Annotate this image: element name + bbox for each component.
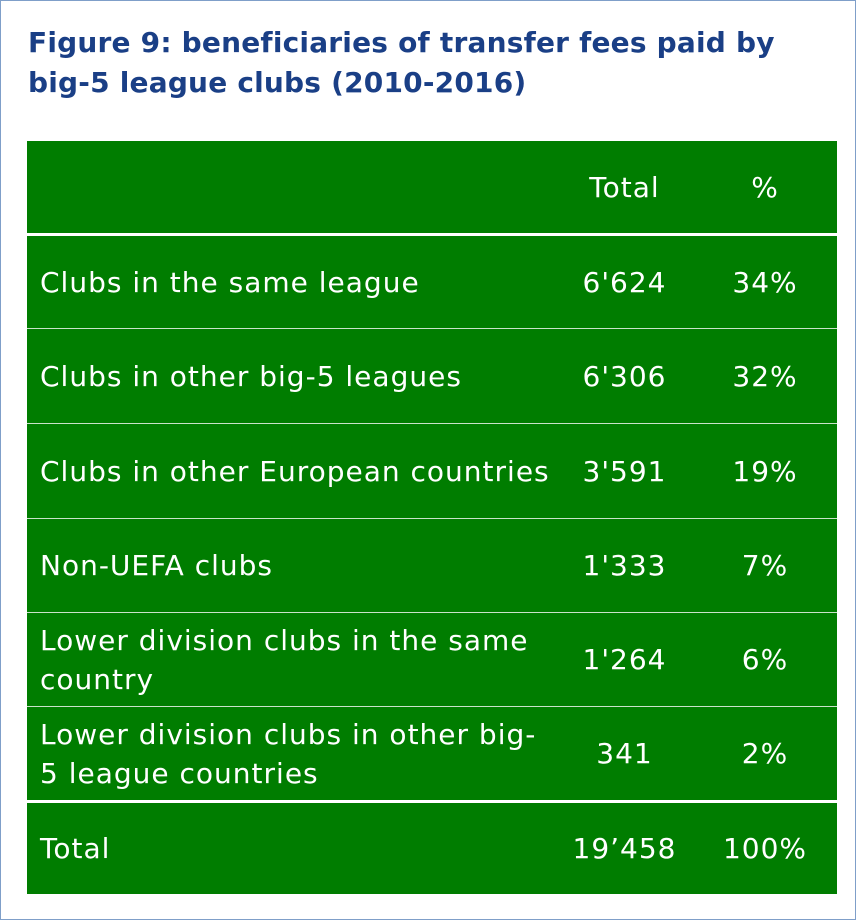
row-percent: 32% (732, 359, 798, 393)
row-label: Lower division clubs in the same country (40, 623, 529, 696)
table-row: Clubs in other European countries 3'591 … (27, 424, 837, 518)
row-total: 1'333 (582, 549, 667, 582)
row-total: 6'624 (582, 265, 667, 299)
header-divider (27, 233, 837, 236)
row-percent: 34% (732, 265, 798, 299)
total-value: 19’458 (572, 832, 677, 865)
table-row: Lower division clubs in other big-5 leag… (27, 707, 837, 800)
header-total: Total (589, 170, 660, 204)
row-total: 1'264 (582, 643, 667, 676)
table-row: Clubs in the same league 6'624 34% (27, 236, 837, 328)
table-row: Clubs in other big-5 leagues 6'306 32% (27, 329, 837, 423)
row-label: Clubs in the same league (40, 265, 420, 299)
row-percent: 2% (741, 737, 789, 770)
data-table: Total % Clubs in the same league 6'624 3… (27, 141, 837, 894)
row-divider (27, 612, 837, 613)
table-row: Lower division clubs in the same country… (27, 613, 837, 706)
total-percent: 100% (722, 832, 808, 865)
row-divider (27, 706, 837, 707)
row-label: Clubs in other big-5 leagues (40, 359, 462, 393)
row-total: 341 (596, 737, 653, 770)
header-label-cell (40, 141, 550, 233)
row-percent: 7% (741, 549, 789, 582)
figure-title: Figure 9: beneficiaries of transfer fees… (28, 26, 775, 99)
row-label: Non-UEFA clubs (40, 549, 273, 582)
row-percent: 19% (732, 454, 798, 488)
row-label: Lower division clubs in other big-5 leag… (40, 717, 537, 790)
table-row: Non-UEFA clubs 1'333 7% (27, 519, 837, 612)
header-percent: % (751, 170, 779, 204)
row-divider (27, 328, 837, 329)
table-total-row: Total 19’458 100% (27, 803, 837, 894)
row-percent: 6% (741, 643, 789, 676)
row-total: 6'306 (582, 359, 667, 393)
row-label: Clubs in other European countries (40, 454, 550, 488)
total-divider (27, 800, 837, 803)
row-divider (27, 518, 837, 519)
total-label: Total (40, 832, 111, 865)
row-total: 3'591 (582, 454, 667, 488)
table-header-row: Total % (27, 141, 837, 233)
row-divider (27, 423, 837, 424)
